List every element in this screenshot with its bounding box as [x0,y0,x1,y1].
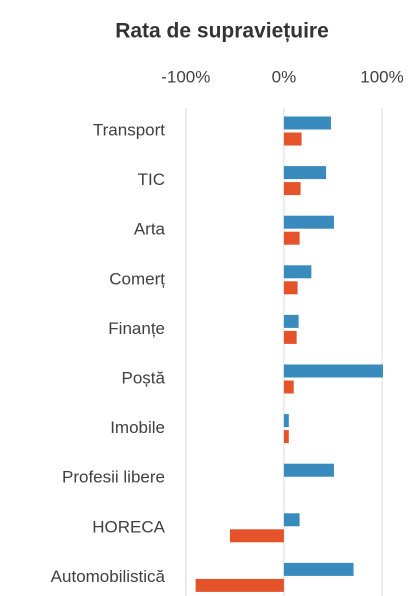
bar [283,231,300,245]
bar [283,281,298,295]
x-tick-label: -100% [161,67,210,86]
bar [283,463,334,477]
bar [283,330,297,344]
y-tick-label: Poștă [122,368,166,387]
y-tick-label: Automobilistică [51,567,166,586]
bar [283,166,327,180]
bar [283,215,334,229]
bar [283,364,383,378]
bar [283,380,294,394]
x-tick-label: 0% [272,67,297,86]
bar [283,430,289,444]
bar [283,182,301,196]
bar [195,578,284,592]
bar [229,529,284,543]
bar [283,314,299,328]
y-tick-label: Finanțe [108,319,165,338]
bar [283,562,354,576]
y-tick-label: Comerț [109,269,165,288]
y-tick-label: TIC [138,170,165,189]
x-tick-label: 100% [360,67,403,86]
bar [283,132,302,146]
bar [283,116,331,130]
y-tick-label: Profesii libere [62,468,165,487]
y-tick-label: Arta [134,220,166,239]
bar [283,414,289,428]
y-tick-label: Imobile [110,418,165,437]
chart-title: Rata de supraviețuire [115,20,329,43]
bar [283,265,312,279]
y-tick-label: HORECA [92,517,165,536]
bar [283,513,300,527]
y-tick-label: Transport [93,120,165,139]
